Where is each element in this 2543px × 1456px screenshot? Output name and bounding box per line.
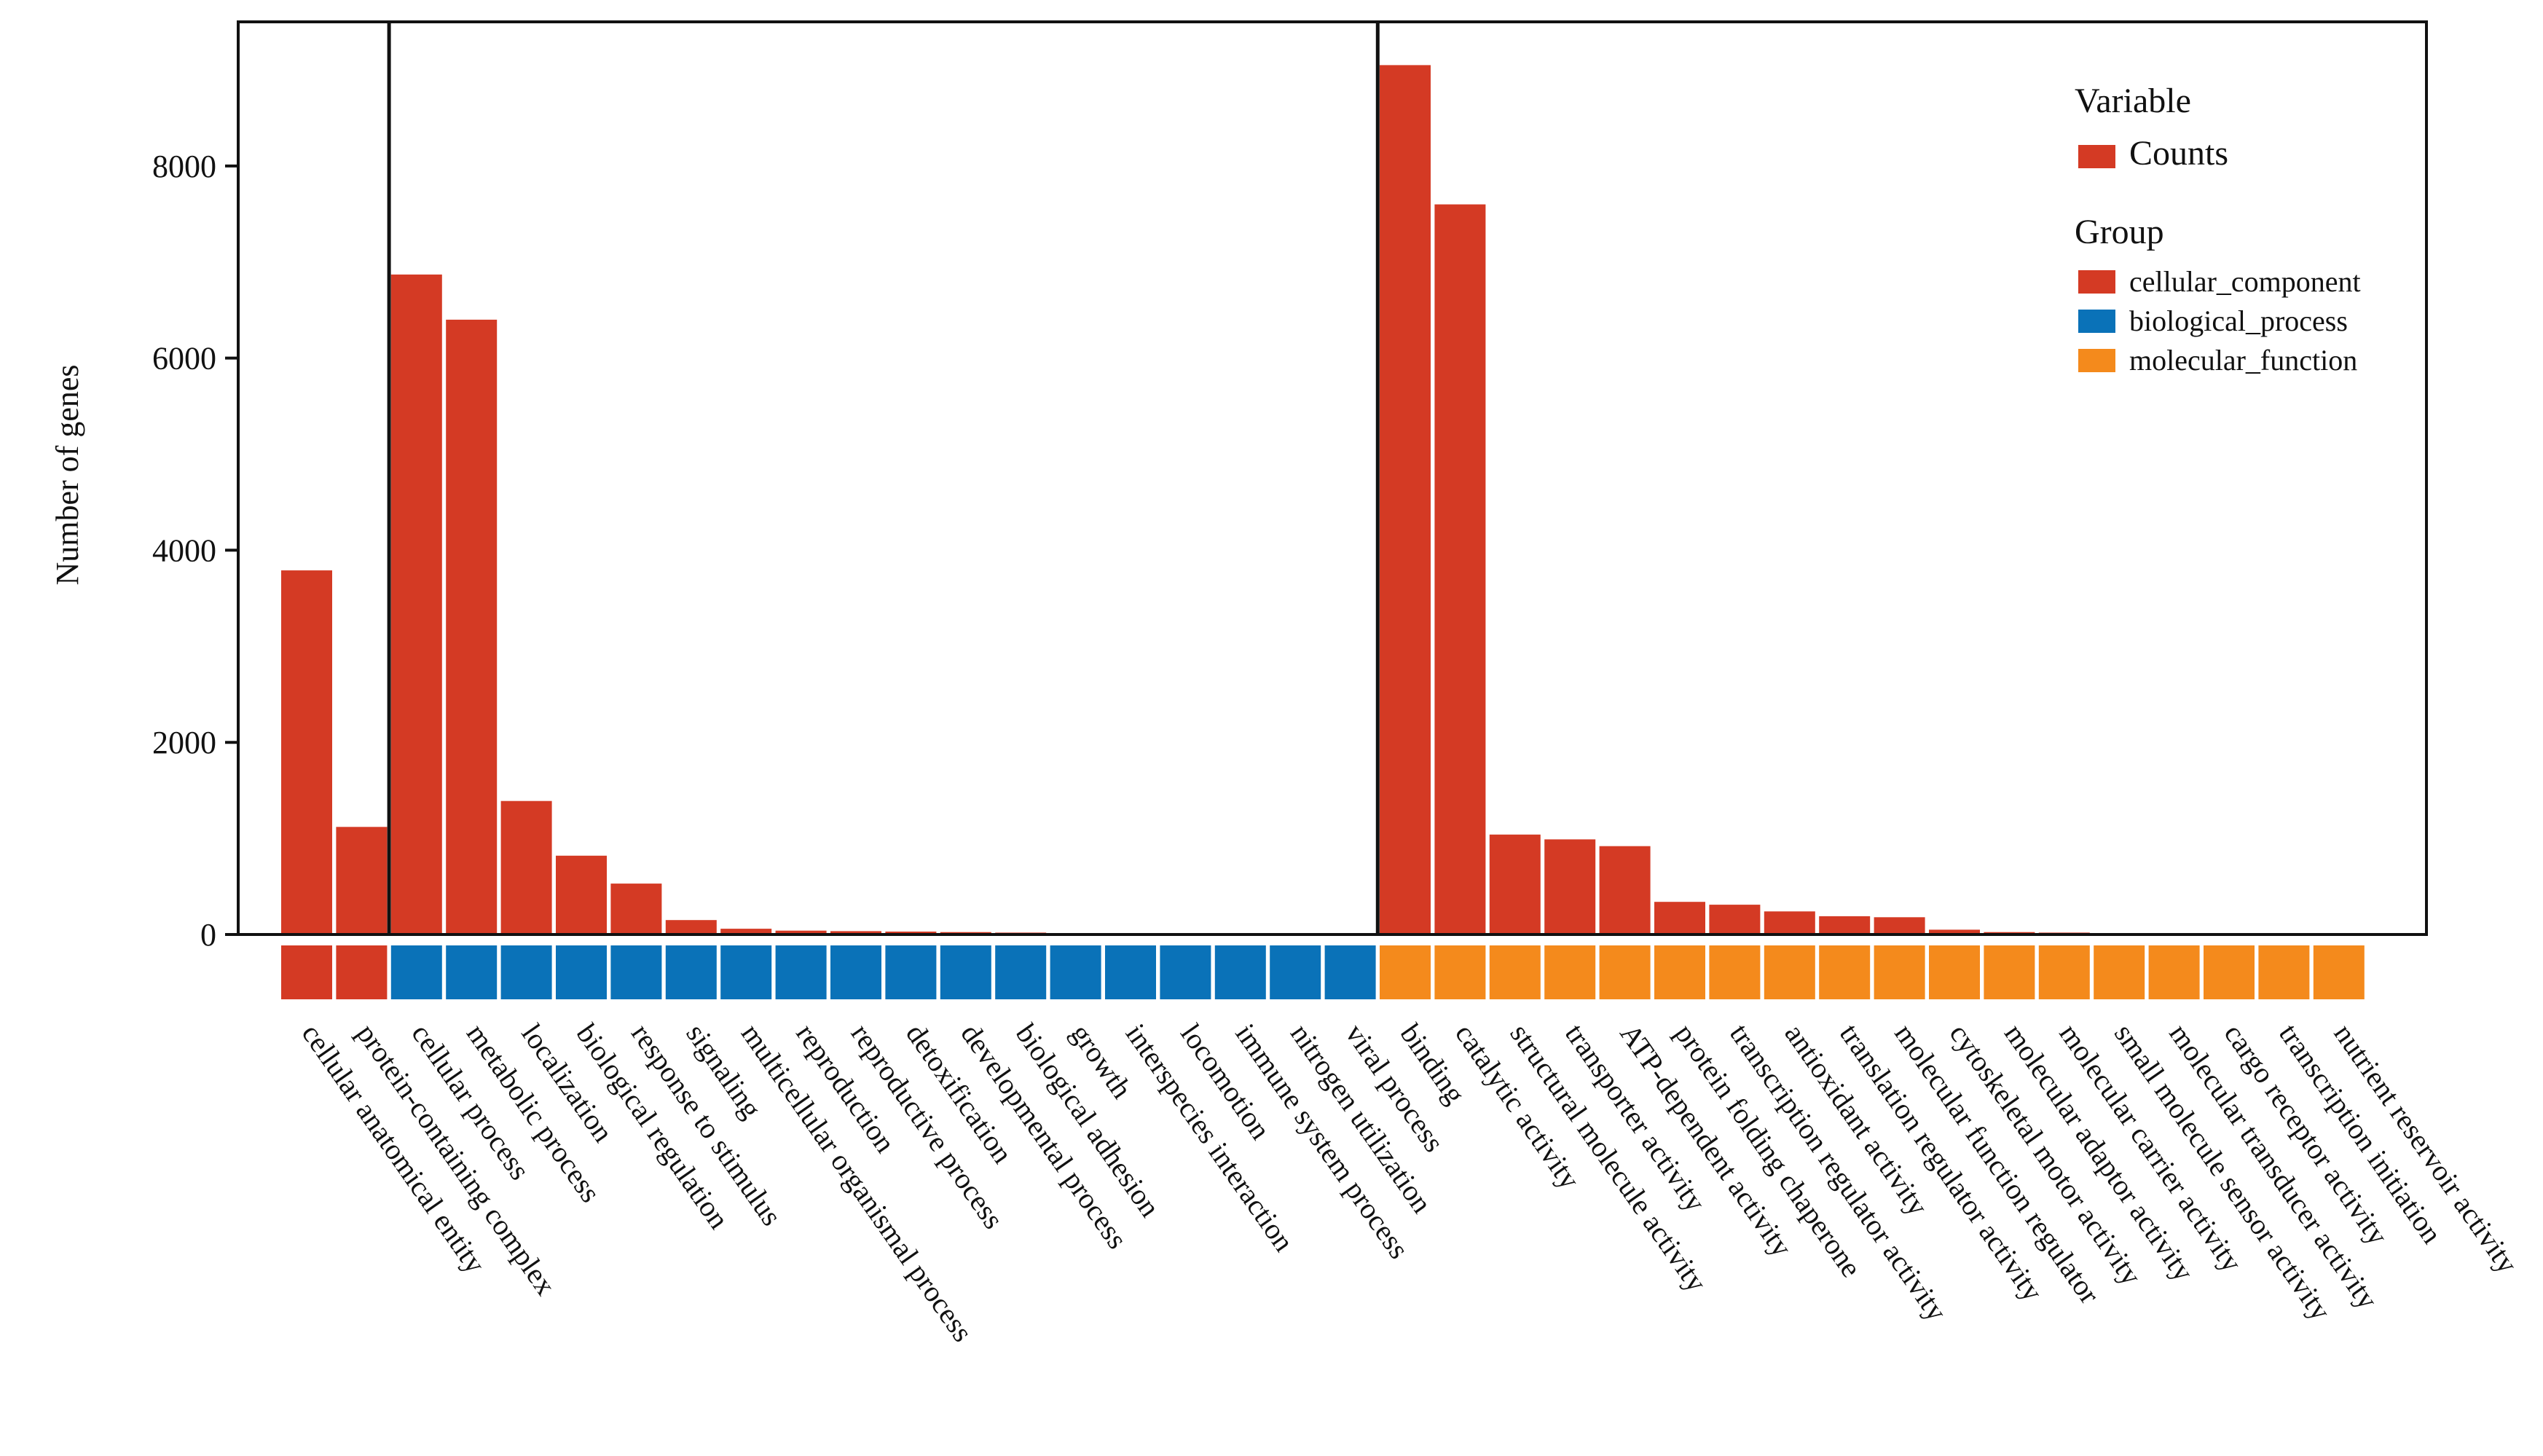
bar-protein-containing-complex: [336, 827, 388, 934]
bar-cellular-process: [390, 274, 442, 934]
legend-group-title: Group: [2075, 213, 2164, 251]
bar-antioxidant-activity: [1764, 911, 1815, 934]
y-tick-label: 0: [200, 917, 216, 953]
y-tick-label: 6000: [152, 341, 216, 377]
y-axis-label: Number of genes: [50, 364, 85, 585]
legend-variable-title: Variable: [2075, 82, 2191, 120]
bar-response-to-stimulus: [610, 884, 662, 934]
legend-biological-process-swatch: [2078, 310, 2115, 333]
bar-localization: [500, 800, 552, 934]
plot-frame: [237, 20, 2428, 936]
bar-catalytic-activity: [1434, 204, 1486, 935]
group-separators: [387, 22, 1380, 934]
legend-molecular-function-label: molecular_function: [2129, 344, 2357, 377]
group-cell-biological-process: [390, 945, 442, 999]
group-cell-molecular-function: [1819, 945, 1871, 999]
group-cell-molecular-function: [2313, 945, 2365, 999]
group-cell-molecular-function: [1434, 945, 1486, 999]
group-cell-biological-process: [1050, 945, 1101, 999]
bar-cellular-anatomical-entity: [281, 570, 332, 934]
x-tick-labels: cellular anatomical entityprotein-contai…: [296, 1018, 2525, 1347]
group-cell-biological-process: [1160, 945, 1211, 999]
group-cell-biological-process: [446, 945, 498, 999]
bar-protein-folding-chaperone: [1654, 902, 1705, 934]
bar-molecular-function-regulator: [1874, 917, 1925, 934]
legend-counts-label: Counts: [2129, 134, 2228, 173]
y-tick-label: 4000: [152, 532, 216, 568]
bar-multicellular-organismal-process: [720, 929, 772, 934]
group-cell-biological-process: [500, 945, 552, 999]
legend-counts-swatch: [2078, 145, 2115, 168]
group-cell-molecular-function: [2148, 945, 2200, 999]
legend-biological-process-label: biological_process: [2129, 304, 2348, 337]
bar-binding: [1380, 65, 1431, 934]
group-cell-molecular-function: [2094, 945, 2145, 999]
bar-reproduction: [775, 930, 827, 934]
y-tick-label: 8000: [152, 149, 216, 184]
group-cell-molecular-function: [1929, 945, 1980, 999]
group-cell-molecular-function: [1544, 945, 1596, 999]
bar-metabolic-process: [446, 319, 498, 934]
group-cell-biological-process: [830, 945, 881, 999]
group-cell-biological-process: [1214, 945, 1266, 999]
bar-signaling: [665, 920, 717, 934]
group-cell-molecular-function: [2038, 945, 2090, 999]
group-cell-cellular-component: [336, 945, 388, 999]
group-color-strip: [281, 945, 2365, 999]
bar-atp-dependent-activity: [1599, 846, 1651, 934]
group-cell-biological-process: [1270, 945, 1321, 999]
bar-translation-regulator-activity: [1819, 916, 1871, 934]
bar-transporter-activity: [1544, 839, 1596, 934]
group-cell-molecular-function: [2204, 945, 2255, 999]
legend-molecular-function-swatch: [2078, 349, 2115, 372]
bar-structural-molecule-activity: [1489, 834, 1541, 934]
group-cell-molecular-function: [1654, 945, 1705, 999]
group-cell-biological-process: [1324, 945, 1376, 999]
group-cell-biological-process: [885, 945, 937, 999]
bars-layer: [281, 65, 2365, 935]
y-tick-label: 2000: [152, 725, 216, 760]
bar-biological-regulation: [556, 855, 607, 934]
group-cell-molecular-function: [1764, 945, 1815, 999]
group-cell-molecular-function: [1599, 945, 1651, 999]
group-cell-biological-process: [940, 945, 991, 999]
legend: Variable Counts Group cellular_component…: [2075, 82, 2361, 377]
group-cell-biological-process: [610, 945, 662, 999]
bar-cytoskeletal-motor-activity: [1929, 929, 1980, 934]
group-cell-biological-process: [556, 945, 607, 999]
group-cell-biological-process: [775, 945, 827, 999]
group-cell-molecular-function: [1984, 945, 2035, 999]
group-cell-biological-process: [720, 945, 772, 999]
group-cell-molecular-function: [1380, 945, 1431, 999]
bar-transcription-regulator-activity: [1709, 905, 1761, 934]
group-cell-molecular-function: [1874, 945, 1925, 999]
legend-cellular-component-label: cellular_component: [2129, 265, 2361, 298]
group-cell-biological-process: [995, 945, 1047, 999]
y-axis: 0 2000 4000 6000 8000: [152, 149, 238, 953]
group-cell-molecular-function: [1489, 945, 1541, 999]
group-cell-molecular-function: [2258, 945, 2310, 999]
group-cell-biological-process: [1105, 945, 1156, 999]
legend-cellular-component-swatch: [2078, 270, 2115, 294]
group-cell-cellular-component: [281, 945, 332, 999]
group-cell-biological-process: [665, 945, 717, 999]
group-cell-molecular-function: [1709, 945, 1761, 999]
bar-reproductive-process: [830, 931, 881, 934]
